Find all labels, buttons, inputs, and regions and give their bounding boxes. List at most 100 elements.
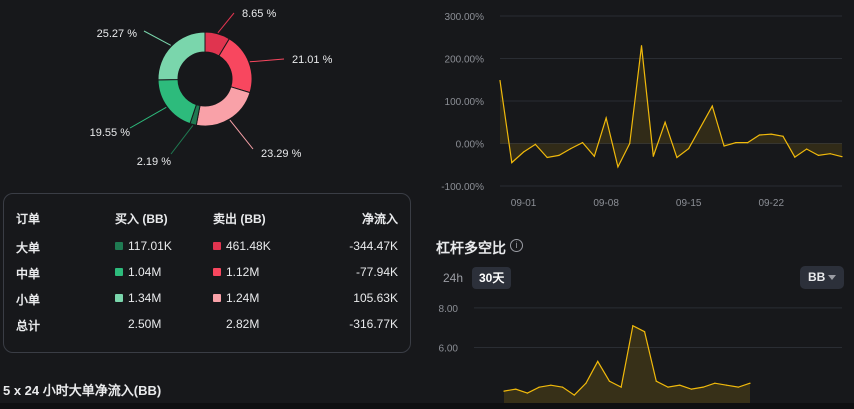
- y-tick-label: 8.00: [439, 304, 459, 315]
- donut-slice-label: 2.19 %: [137, 156, 171, 168]
- donut-leader-line: [249, 58, 285, 63]
- donut-leader-line: [143, 30, 171, 46]
- row-label: 大单: [16, 241, 41, 255]
- order-distribution-donut-chart: 8.65 % 21.01 % 23.29 % 2.19 % 19.55 % 25.27 %: [0, 0, 415, 190]
- info-icon[interactable]: i: [510, 239, 523, 252]
- data-point: [667, 386, 669, 388]
- data-point: [573, 394, 575, 396]
- data-point: [770, 133, 772, 135]
- y-tick-label: 200.00%: [445, 55, 485, 66]
- net-value: -77.94K: [355, 265, 398, 279]
- data-point: [558, 154, 560, 156]
- buy-value: 2.50M: [128, 317, 162, 331]
- data-point: [655, 380, 657, 382]
- data-point: [725, 384, 728, 386]
- table-row-medium: 中单 1.04M 1.12M -77.94K: [4, 263, 410, 283]
- data-point: [522, 151, 525, 153]
- data-point: [617, 166, 619, 168]
- donut-slice-label: 23.29 %: [261, 148, 302, 160]
- data-point: [664, 121, 666, 123]
- buy-value: 1.04M: [128, 265, 162, 279]
- data-point: [503, 390, 505, 392]
- buy-value: 1.34M: [128, 291, 162, 305]
- data-point: [608, 380, 611, 382]
- donut-slice: [157, 78, 198, 125]
- ratio-line-chart: 300.00% 200.00% 100.00% 0.00% -100.00% 09-01 0…: [441, 12, 843, 209]
- data-point: [688, 148, 690, 150]
- data-point: [597, 360, 599, 363]
- data-point: [499, 80, 501, 82]
- data-point: [526, 392, 529, 394]
- sell-value: 2.82M: [226, 317, 260, 331]
- net-value: 105.63K: [353, 291, 398, 305]
- buy-swatch: [115, 294, 123, 302]
- data-point: [758, 134, 761, 136]
- bottom-bar: [0, 403, 854, 409]
- net-value: -344.47K: [349, 239, 398, 253]
- data-point: [620, 386, 622, 388]
- data-point: [643, 331, 646, 333]
- donut-leader-line: [170, 125, 194, 155]
- data-point: [570, 148, 572, 150]
- data-point: [538, 386, 540, 388]
- data-point: [747, 142, 749, 144]
- large-order-netflow-title: 5 x 24 小时大单净流入(BB): [3, 383, 162, 398]
- row-label: 中单: [16, 267, 41, 281]
- buy-swatch: [115, 242, 123, 250]
- data-point: [581, 142, 584, 144]
- series-line: [503, 324, 751, 396]
- series-area-fill: [500, 45, 842, 167]
- series-area-fill: [504, 325, 750, 403]
- donut-slice-label: 25.27 %: [97, 28, 138, 40]
- donut-leader-line: [229, 119, 254, 150]
- data-point: [534, 143, 536, 145]
- currency-label: BB: [808, 270, 826, 284]
- data-point: [561, 386, 564, 388]
- sell-swatch: [213, 294, 221, 302]
- x-tick-label: 09-01: [511, 198, 537, 209]
- leverage-area-chart: 8.00 6.00: [439, 304, 842, 403]
- data-point: [629, 142, 631, 145]
- data-point: [690, 388, 693, 390]
- data-point: [679, 384, 681, 386]
- data-point: [511, 162, 513, 164]
- data-point: [737, 386, 739, 388]
- data-point: [676, 156, 678, 159]
- net-value: -316.77K: [349, 317, 398, 331]
- data-point: [723, 145, 725, 147]
- order-flow-table: 订单 买入 (BB) 卖出 (BB) 净流入 大单 117.01K 461.48…: [3, 193, 411, 353]
- donut-slice: [157, 31, 206, 81]
- data-point: [699, 126, 702, 128]
- data-point: [702, 386, 704, 388]
- donut-svg: 8.65 % 21.01 % 23.29 % 2.19 % 19.55 % 25.27 %: [90, 8, 333, 168]
- table-header-row: 订单 买入 (BB) 卖出 (BB) 净流入: [4, 208, 410, 228]
- donut-slice: [195, 86, 251, 127]
- y-tick-label: 0.00%: [456, 140, 484, 151]
- currency-dropdown[interactable]: BB: [800, 266, 844, 289]
- data-point: [817, 154, 820, 156]
- tab-30d[interactable]: 30天: [472, 267, 512, 289]
- leverage-ratio-title: 杠杆多空比: [436, 240, 506, 256]
- header-buy: 买入 (BB): [115, 212, 168, 226]
- donut-leader-line: [129, 106, 167, 129]
- sell-value: 1.12M: [226, 265, 260, 279]
- data-point: [632, 325, 634, 327]
- buy-swatch: [115, 268, 123, 276]
- x-tick-label: 09-22: [758, 198, 784, 209]
- data-point: [735, 142, 737, 144]
- data-point: [782, 135, 784, 137]
- donut-slice-label: 8.65 %: [242, 8, 276, 20]
- row-label: 小单: [16, 293, 41, 307]
- tab-24h[interactable]: 24h: [443, 271, 464, 285]
- data-point: [550, 384, 552, 386]
- header-order: 订单: [16, 212, 41, 226]
- y-tick-label: 6.00: [439, 344, 459, 355]
- data-point: [640, 45, 643, 47]
- data-point: [593, 155, 595, 157]
- table-row-total: 总计 2.50M 2.82M -316.77K: [4, 315, 410, 335]
- data-point: [841, 156, 843, 158]
- chevron-down-icon: [828, 275, 836, 280]
- donut-leader-line: [217, 12, 235, 34]
- data-point: [794, 156, 796, 158]
- data-point: [714, 382, 716, 384]
